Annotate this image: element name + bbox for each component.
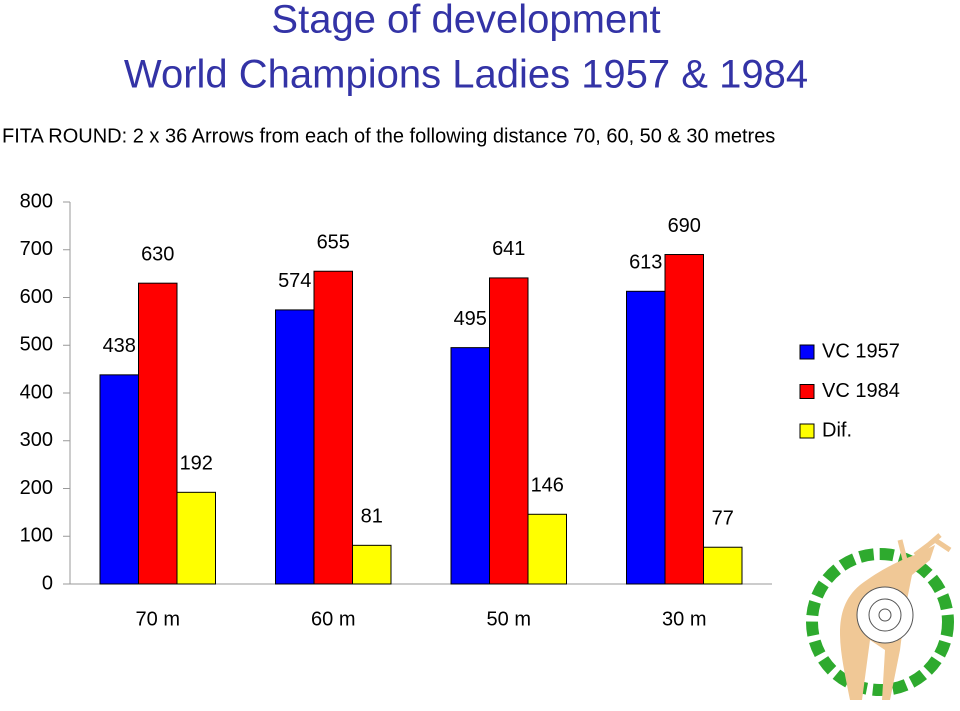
data-label: 77 — [712, 508, 734, 530]
y-tick-label: 800 — [20, 190, 53, 212]
legend-swatch — [799, 384, 815, 399]
bar — [703, 546, 743, 585]
data-label: 146 — [531, 475, 564, 497]
legend-label: VC 1957 — [822, 340, 900, 362]
data-label: 690 — [668, 215, 701, 237]
target — [878, 608, 892, 622]
y-tick-label: 200 — [20, 477, 53, 499]
data-label: 613 — [629, 252, 662, 274]
bar — [313, 270, 353, 585]
chart-title: Stage of development — [271, 0, 660, 42]
x-tick-label: 30 m — [662, 608, 706, 630]
y-tick-label: 400 — [20, 381, 53, 403]
bar — [489, 277, 529, 585]
y-tick-label: 300 — [20, 429, 53, 451]
x-tick-label: 60 m — [311, 608, 355, 630]
chart-subtitle: FITA ROUND: 2 x 36 Arrows from each of t… — [2, 125, 775, 147]
data-label: 495 — [454, 308, 487, 330]
data-label: 438 — [103, 335, 136, 357]
data-label: 641 — [492, 238, 525, 260]
target — [868, 598, 902, 632]
legend-label: VC 1984 — [822, 380, 900, 402]
wreath — [806, 548, 954, 696]
y-tick-label: 500 — [20, 334, 53, 356]
bar — [99, 374, 139, 585]
y-tick-label: 100 — [20, 525, 53, 547]
x-tick-label: 70 m — [136, 608, 180, 630]
legend-label: Dif. — [822, 419, 852, 441]
bar — [664, 254, 704, 585]
bar — [527, 513, 567, 585]
y-tick-label: 600 — [20, 286, 53, 308]
legend-swatch — [799, 344, 815, 360]
y-tick-label: 700 — [20, 238, 53, 260]
y-tick-label: 0 — [42, 572, 53, 594]
data-label: 655 — [317, 232, 350, 254]
legend-swatch — [799, 423, 815, 439]
bar — [626, 290, 666, 585]
data-label: 630 — [141, 243, 174, 265]
bar — [176, 491, 216, 585]
bar — [450, 347, 490, 585]
bar — [275, 309, 315, 585]
logo — [806, 533, 954, 700]
bar — [352, 544, 392, 585]
x-tick-label: 50 m — [487, 608, 531, 630]
chart-title: World Champions Ladies 1957 & 1984 — [124, 53, 808, 97]
bar — [138, 282, 178, 585]
data-label: 574 — [278, 270, 311, 292]
target — [856, 586, 914, 644]
antlers — [897, 533, 952, 561]
data-label: 192 — [180, 453, 213, 475]
data-label: 81 — [361, 506, 383, 528]
